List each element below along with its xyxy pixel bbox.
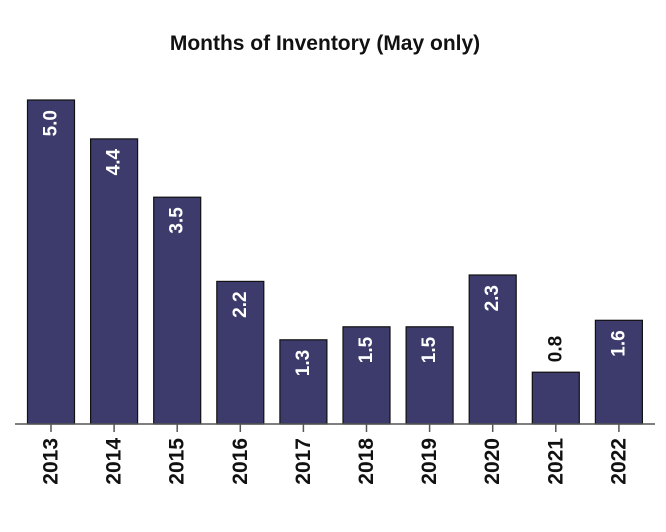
bars-group [26,99,644,425]
value-label-2014: 4.4 [104,148,125,175]
x-tick-label-2020: 2020 [481,438,504,485]
x-tick-label-2022: 2022 [607,438,630,485]
x-ticks-group [50,424,620,432]
bar-2020 [468,274,517,425]
bar-2017 [279,339,328,425]
value-label-2018: 1.5 [356,336,377,363]
x-tick-label-2015: 2015 [166,438,189,485]
bar-2013 [26,99,76,425]
value-label-2021: 0.8 [545,336,566,362]
x-tick-label-2014: 2014 [103,438,126,485]
value-label-2020: 2.3 [482,285,503,311]
x-tick-label-2018: 2018 [355,438,378,485]
bar-2016 [216,280,265,425]
value-label-2019: 1.5 [419,336,440,363]
x-tick-label-2019: 2019 [418,438,441,485]
x-tick-label-2021: 2021 [544,438,567,485]
value-label-2015: 3.5 [167,207,188,234]
bar-2015 [153,196,202,425]
value-label-2022: 1.6 [608,330,629,356]
x-tick-label-2017: 2017 [292,438,315,485]
value-label-2016: 2.2 [230,291,251,317]
bar-2018 [342,326,391,425]
x-tick-label-2013: 2013 [40,438,63,485]
bar-2021 [531,371,580,425]
x-tick-label-2016: 2016 [229,438,252,485]
value-label-2013: 5.0 [41,110,62,136]
bar-2014 [89,138,139,425]
value-labels-group: 5.0 4.4 3.5 2.2 1.3 1.5 1.5 2.3 0.8 1.6 [41,110,630,376]
value-label-2017: 1.3 [293,350,314,376]
chart-title: Months of Inventory (May only) [170,32,480,55]
x-tick-labels-group: 2013 2014 2015 2016 2017 2018 2019 2020 2021 2022 [40,438,631,485]
